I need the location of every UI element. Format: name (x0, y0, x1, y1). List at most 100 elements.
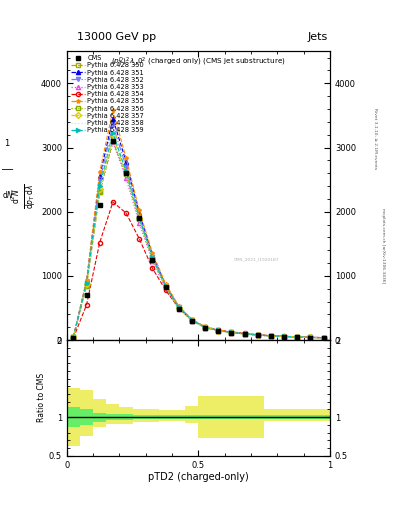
Pythia 6.428 355 (268, 333, 273, 339)
CMS (229, 330, 234, 336)
Pythia 6.428 358 (216, 328, 220, 334)
Pythia 6.428 357 (110, 133, 115, 139)
Pythia 6.428 356 (242, 331, 247, 337)
Pythia 6.428 357 (282, 333, 286, 339)
Pythia 6.428 354 (216, 327, 220, 333)
Pythia 6.428 352 (321, 335, 326, 341)
Pythia 6.428 357 (268, 333, 273, 339)
Pythia 6.428 356 (176, 305, 181, 311)
Pythia 6.428 358 (189, 317, 194, 324)
Pythia 6.428 351 (176, 304, 181, 310)
Text: $(p_T^D)^2\lambda\_0^2$ (charged only) (CMS jet substructure): $(p_T^D)^2\lambda\_0^2$ (charged only) (… (111, 55, 286, 69)
Pythia 6.428 350 (229, 329, 234, 335)
Pythia 6.428 356 (229, 329, 234, 335)
Pythia 6.428 359 (176, 305, 181, 311)
Pythia 6.428 351 (189, 317, 194, 323)
Pythia 6.428 351 (321, 335, 326, 341)
CMS (110, 138, 115, 144)
Text: 1: 1 (4, 139, 9, 148)
Pythia 6.428 354 (137, 236, 141, 242)
Pythia 6.428 354 (282, 333, 286, 339)
Pythia 6.428 358 (242, 331, 247, 337)
Pythia 6.428 353 (229, 330, 234, 336)
Pythia 6.428 350 (282, 333, 286, 339)
Pythia 6.428 355 (124, 155, 129, 161)
Y-axis label: Ratio to CMS: Ratio to CMS (37, 373, 46, 422)
Pythia 6.428 354 (97, 240, 102, 246)
Pythia 6.428 355 (321, 334, 326, 340)
Pythia 6.428 351 (255, 332, 260, 338)
Pythia 6.428 352 (229, 329, 234, 335)
Pythia 6.428 350 (150, 255, 155, 262)
Pythia 6.428 359 (229, 329, 234, 335)
Pythia 6.428 356 (308, 334, 313, 340)
Pythia 6.428 357 (189, 317, 194, 324)
Pythia 6.428 351 (295, 334, 299, 340)
Pythia 6.428 351 (203, 324, 208, 330)
Pythia 6.428 356 (282, 333, 286, 339)
Pythia 6.428 352 (282, 333, 286, 339)
Pythia 6.428 350 (71, 334, 76, 340)
Pythia 6.428 359 (137, 215, 141, 221)
Pythia 6.428 356 (255, 332, 260, 338)
Pythia 6.428 359 (203, 324, 208, 330)
Pythia 6.428 356 (84, 283, 89, 289)
Pythia 6.428 355 (295, 334, 299, 340)
Pythia 6.428 354 (189, 317, 194, 323)
Pythia 6.428 359 (242, 331, 247, 337)
Pythia 6.428 354 (124, 210, 129, 216)
Pythia 6.428 356 (189, 317, 194, 324)
Text: CMS_2021_I1920187: CMS_2021_I1920187 (234, 257, 279, 261)
Pythia 6.428 356 (124, 172, 129, 178)
Pythia 6.428 354 (84, 302, 89, 308)
Pythia 6.428 353 (242, 331, 247, 337)
Line: Pythia 6.428 353: Pythia 6.428 353 (71, 140, 326, 340)
Pythia 6.428 355 (150, 250, 155, 256)
Text: $\mathrm{d}N$: $\mathrm{d}N$ (2, 189, 14, 200)
Pythia 6.428 352 (137, 213, 141, 219)
X-axis label: pTD2 (charged-only): pTD2 (charged-only) (148, 472, 249, 482)
Pythia 6.428 358 (229, 329, 234, 335)
Pythia 6.428 350 (110, 138, 115, 144)
Pythia 6.428 357 (97, 185, 102, 191)
Pythia 6.428 351 (268, 333, 273, 339)
Pythia 6.428 352 (308, 334, 313, 340)
Pythia 6.428 358 (110, 136, 115, 142)
Pythia 6.428 356 (71, 334, 76, 340)
Pythia 6.428 352 (71, 334, 76, 340)
Pythia 6.428 356 (163, 284, 168, 290)
Pythia 6.428 359 (84, 280, 89, 286)
Pythia 6.428 358 (71, 334, 76, 340)
Pythia 6.428 359 (189, 317, 194, 323)
Pythia 6.428 352 (124, 164, 129, 170)
Pythia 6.428 352 (84, 280, 89, 286)
Pythia 6.428 359 (255, 332, 260, 338)
Pythia 6.428 357 (137, 215, 141, 221)
Pythia 6.428 351 (110, 116, 115, 122)
Pythia 6.428 353 (71, 334, 76, 340)
Pythia 6.428 357 (255, 332, 260, 338)
Pythia 6.428 356 (150, 255, 155, 262)
Pythia 6.428 353 (110, 139, 115, 145)
Pythia 6.428 355 (84, 276, 89, 283)
Pythia 6.428 356 (268, 333, 273, 339)
CMS (84, 292, 89, 298)
Pythia 6.428 352 (97, 178, 102, 184)
Pythia 6.428 359 (163, 283, 168, 289)
Pythia 6.428 351 (308, 334, 313, 340)
Pythia 6.428 351 (71, 334, 76, 340)
Pythia 6.428 357 (150, 254, 155, 261)
Pythia 6.428 352 (295, 334, 299, 340)
Pythia 6.428 350 (295, 334, 299, 340)
Pythia 6.428 357 (229, 329, 234, 335)
CMS (97, 202, 102, 208)
Pythia 6.428 352 (176, 304, 181, 310)
Pythia 6.428 353 (163, 285, 168, 291)
Pythia 6.428 356 (203, 325, 208, 331)
CMS (308, 335, 313, 341)
Text: ―: ― (2, 164, 13, 174)
Pythia 6.428 350 (84, 283, 89, 289)
Pythia 6.428 355 (229, 329, 234, 335)
Pythia 6.428 358 (203, 325, 208, 331)
Pythia 6.428 357 (321, 335, 326, 341)
